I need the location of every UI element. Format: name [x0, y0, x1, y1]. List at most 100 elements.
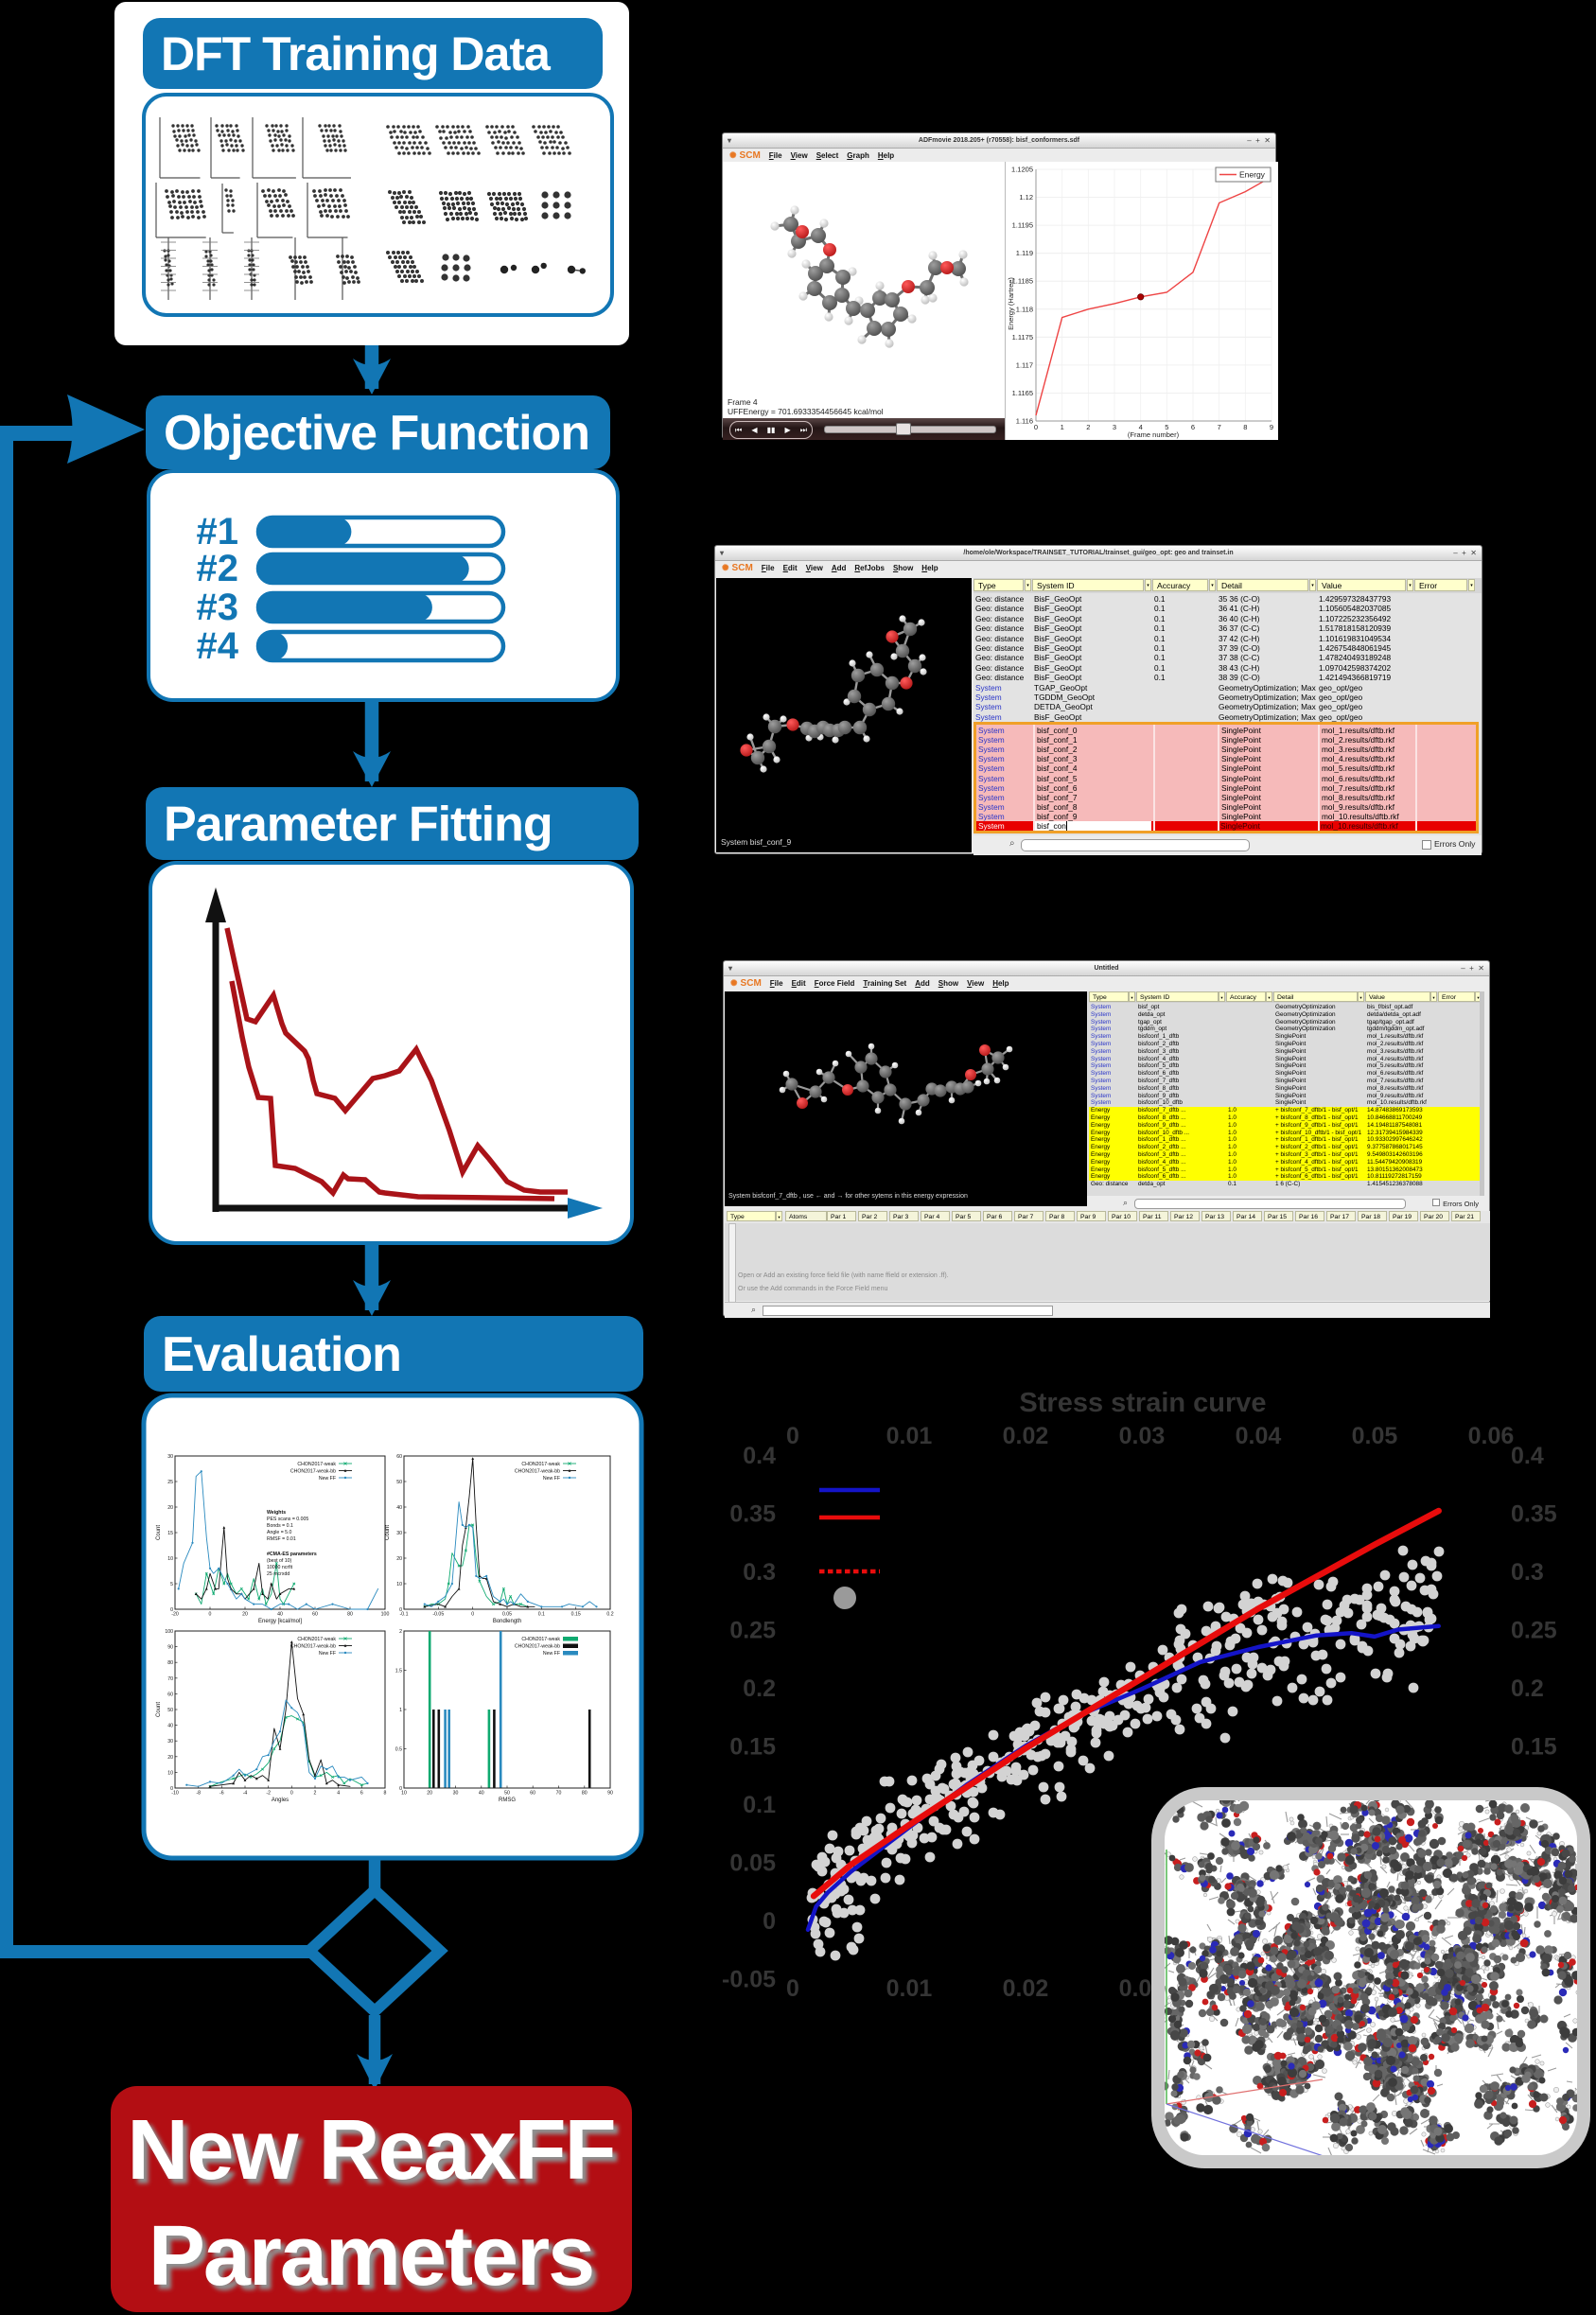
svg-text:CHON2017-weak: CHON2017-weak	[521, 1637, 560, 1642]
svg-text:Parameter Fitting: Parameter Fitting	[164, 798, 552, 852]
svg-text:0: 0	[471, 1612, 474, 1618]
svg-text:Angles: Angles	[272, 1798, 289, 1803]
svg-text:10000 ncrfit: 10000 ncrfit	[267, 1565, 293, 1570]
svg-text:0.3: 0.3	[743, 1559, 776, 1586]
svg-text:RMSG: RMSG	[499, 1798, 516, 1803]
svg-text:0.06: 0.06	[1468, 1423, 1515, 1449]
svg-text:RMSF = 0.01: RMSF = 0.01	[267, 1536, 296, 1542]
svg-text:-0.1: -0.1	[400, 1612, 409, 1618]
svg-text:4: 4	[337, 1791, 340, 1797]
svg-text:0.25: 0.25	[729, 1618, 776, 1644]
svg-text:0.01: 0.01	[886, 1423, 933, 1449]
svg-text:0.05: 0.05	[1352, 1423, 1398, 1449]
svg-text:#3: #3	[197, 587, 239, 628]
svg-text:0: 0	[399, 1607, 402, 1613]
svg-text:80: 80	[582, 1791, 588, 1797]
svg-text:Bondlength: Bondlength	[493, 1619, 521, 1624]
svg-text:1: 1	[399, 1708, 402, 1713]
svg-text:100: 100	[165, 1629, 173, 1635]
svg-text:0.3: 0.3	[1511, 1559, 1544, 1586]
svg-text:Bonds = 0.1: Bonds = 0.1	[267, 1523, 293, 1529]
svg-text:40: 40	[277, 1612, 283, 1618]
svg-text:0.35: 0.35	[1511, 1501, 1557, 1528]
svg-text:New FF: New FF	[543, 1476, 560, 1482]
svg-text:-6: -6	[219, 1791, 224, 1797]
svg-text:0.2: 0.2	[743, 1675, 776, 1702]
svg-text:#4: #4	[197, 625, 239, 667]
svg-text:Angle = 5.0: Angle = 5.0	[267, 1530, 292, 1535]
svg-text:0.15: 0.15	[1511, 1734, 1557, 1761]
svg-text:30: 30	[453, 1791, 459, 1797]
svg-text:CHON2017-weak: CHON2017-weak	[297, 1462, 336, 1467]
svg-text:CHON2017-weak-bb: CHON2017-weak-bb	[515, 1469, 560, 1475]
svg-text:2: 2	[314, 1791, 317, 1797]
svg-text:0: 0	[170, 1607, 173, 1613]
svg-text:0.25: 0.25	[1511, 1618, 1557, 1644]
svg-text:-2: -2	[266, 1791, 271, 1797]
svg-text:Count: Count	[156, 1702, 162, 1717]
svg-text:25: 25	[167, 1480, 173, 1485]
svg-text:CHON2017-weak-bb: CHON2017-weak-bb	[290, 1644, 336, 1650]
svg-text:#1: #1	[197, 511, 239, 552]
svg-text:60: 60	[530, 1791, 535, 1797]
svg-text:-10: -10	[171, 1791, 179, 1797]
svg-text:Parameters: Parameters	[149, 2209, 593, 2304]
svg-text:60: 60	[396, 1454, 402, 1460]
svg-text:-20: -20	[171, 1612, 179, 1618]
svg-text:50: 50	[504, 1791, 510, 1797]
svg-text:20: 20	[167, 1755, 173, 1761]
svg-text:20: 20	[242, 1612, 248, 1618]
svg-text:0.01: 0.01	[886, 1975, 933, 2002]
svg-text:0.05: 0.05	[502, 1612, 512, 1618]
svg-text:10: 10	[396, 1582, 402, 1587]
svg-text:20: 20	[167, 1505, 173, 1511]
svg-text:80: 80	[347, 1612, 353, 1618]
svg-text:60: 60	[167, 1692, 173, 1697]
svg-text:-4: -4	[243, 1791, 248, 1797]
svg-text:#CMA-ES parameters: #CMA-ES parameters	[267, 1552, 317, 1557]
svg-text:0: 0	[170, 1786, 173, 1792]
svg-text:0: 0	[763, 1908, 776, 1935]
svg-text:0.1: 0.1	[743, 1792, 776, 1818]
svg-text:80: 80	[167, 1660, 173, 1666]
svg-text:1.5: 1.5	[395, 1669, 402, 1675]
svg-text:0.4: 0.4	[743, 1443, 776, 1469]
svg-text:60: 60	[312, 1612, 318, 1618]
svg-text:0: 0	[786, 1975, 799, 2002]
svg-text:8: 8	[384, 1791, 387, 1797]
svg-text:30: 30	[167, 1454, 173, 1460]
svg-text:10: 10	[167, 1770, 173, 1776]
svg-text:5: 5	[170, 1582, 173, 1587]
svg-text:90: 90	[167, 1645, 173, 1651]
svg-text:0.35: 0.35	[729, 1501, 776, 1528]
svg-text:Parameters: Parameters	[153, 2214, 598, 2308]
svg-text:0: 0	[209, 1612, 212, 1618]
svg-text:30: 30	[167, 1739, 173, 1745]
svg-text:2: 2	[399, 1629, 402, 1635]
svg-text:0.15: 0.15	[729, 1734, 776, 1761]
svg-text:Objective Function: Objective Function	[164, 406, 589, 461]
svg-text:15: 15	[167, 1531, 173, 1536]
svg-text:Energy [kcal/mol]: Energy [kcal/mol]	[258, 1619, 302, 1624]
svg-text:New ReaxFF: New ReaxFF	[127, 2103, 614, 2198]
svg-text:70: 70	[556, 1791, 562, 1797]
svg-text:New FF: New FF	[319, 1476, 336, 1482]
svg-text:DFT Training Data: DFT Training Data	[161, 27, 552, 80]
svg-text:70: 70	[167, 1676, 173, 1682]
svg-text:0.1: 0.1	[538, 1612, 545, 1618]
svg-text:30: 30	[396, 1531, 402, 1536]
svg-text:CHON2017-weak-bb: CHON2017-weak-bb	[515, 1644, 560, 1650]
svg-text:Stress strain curve: Stress strain curve	[1019, 1388, 1266, 1418]
svg-text:20: 20	[427, 1791, 432, 1797]
svg-text:PES scans = 0.005: PES scans = 0.005	[267, 1517, 308, 1522]
svg-text:0.2: 0.2	[606, 1612, 613, 1618]
svg-text:Weights: Weights	[267, 1510, 286, 1516]
svg-text:CHON2017-weak: CHON2017-weak	[521, 1462, 560, 1467]
svg-text:Count: Count	[156, 1525, 162, 1540]
svg-text:#2: #2	[197, 548, 239, 589]
svg-text:0.02: 0.02	[1003, 1975, 1049, 2002]
svg-text:0: 0	[786, 1423, 799, 1449]
svg-text:0.5: 0.5	[395, 1747, 402, 1753]
svg-text:0: 0	[399, 1786, 402, 1792]
svg-text:-8: -8	[196, 1791, 201, 1797]
